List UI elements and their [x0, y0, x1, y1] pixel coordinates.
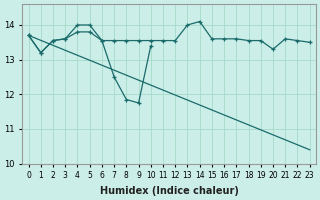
X-axis label: Humidex (Indice chaleur): Humidex (Indice chaleur) [100, 186, 239, 196]
